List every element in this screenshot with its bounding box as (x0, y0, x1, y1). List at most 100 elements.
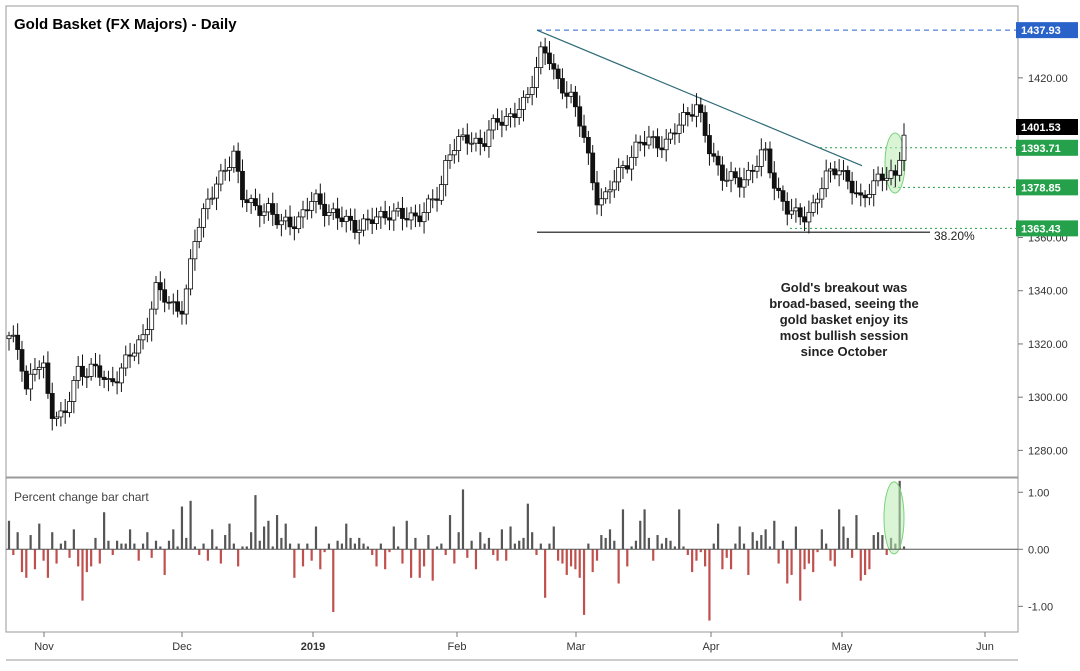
candle-body (348, 215, 353, 221)
date-tick-label: Feb (448, 641, 467, 653)
pct-bar (799, 549, 802, 601)
candle-body (438, 184, 444, 201)
candle-body (391, 210, 397, 221)
candle-body (642, 142, 647, 146)
candle-body (425, 198, 431, 213)
candle-body (175, 301, 181, 312)
candle-body (490, 118, 496, 131)
candle-body (382, 211, 388, 219)
pct-bar (812, 549, 815, 573)
price-label-box (1016, 22, 1078, 39)
pct-bar (712, 543, 715, 550)
candle-body (694, 104, 699, 117)
candle-body (93, 363, 98, 367)
candle-body (832, 168, 838, 176)
candle-body (676, 124, 682, 134)
candle-body (620, 165, 626, 168)
price-label: 1378.85 (1021, 182, 1061, 194)
pct-bar (51, 532, 54, 550)
candle-body (707, 135, 712, 155)
pct-bar (751, 532, 754, 550)
candle-body (196, 226, 202, 242)
candle-body (257, 205, 263, 216)
pct-bar (803, 549, 806, 570)
candle-body (67, 401, 72, 413)
candle-body (503, 116, 509, 126)
pct-bar (652, 549, 655, 561)
candle-body (845, 170, 851, 182)
pct-bar (474, 549, 478, 570)
pct-bar (479, 532, 482, 550)
pct-bar (734, 543, 737, 550)
candle-body (538, 46, 544, 69)
candle-body (162, 289, 168, 303)
candle-body (685, 112, 691, 116)
price-tick-label: 1420.00 (1028, 73, 1068, 85)
candle-body (715, 155, 721, 166)
pct-bar (833, 549, 836, 567)
candle-body (542, 46, 548, 54)
candle-body (750, 169, 756, 172)
price-tick-label: 1320.00 (1028, 339, 1068, 351)
pct-bar (349, 537, 352, 550)
candle-body (745, 169, 751, 181)
pct-bar (107, 540, 110, 550)
candle-body (477, 137, 483, 145)
candle-body (291, 226, 297, 230)
candle-body (296, 216, 302, 230)
pct-bar (228, 523, 231, 550)
pct-bar (392, 526, 395, 550)
pct-bar (33, 549, 37, 570)
candle-body (897, 159, 903, 176)
pct-bar (876, 532, 880, 550)
candle-body (871, 180, 877, 195)
pct-bar (561, 549, 564, 564)
candle-body (179, 310, 185, 315)
annotation: Gold's breakout was broad-based, seeing … (769, 280, 919, 359)
candle-body (529, 87, 535, 95)
pct-bar (211, 529, 214, 550)
candle-body (114, 381, 120, 384)
pct-bar (639, 520, 642, 550)
pct-bar (133, 543, 136, 550)
pct-bar (678, 509, 681, 550)
candle-body (780, 190, 786, 202)
pct-bar (682, 546, 685, 550)
pct-bar (617, 549, 620, 584)
pct-bar (224, 535, 227, 550)
pct-bar (842, 526, 845, 550)
pct-bar (288, 543, 292, 550)
pct-bar (881, 535, 884, 550)
candle-body (369, 219, 375, 224)
pct-bar (254, 495, 257, 550)
candle-body (166, 301, 172, 304)
pct-bar (440, 543, 443, 550)
pct-bar (902, 546, 906, 550)
candle-body (378, 211, 384, 218)
pct-bar (738, 526, 741, 550)
pct-bar (379, 543, 382, 550)
candle-body (209, 197, 215, 200)
candle-body (741, 179, 747, 188)
pct-bar (297, 543, 300, 550)
pct-bar (284, 523, 287, 550)
pct-bar (595, 549, 599, 561)
candle-body (728, 171, 734, 181)
candle-body (464, 134, 470, 144)
pct-bar (816, 549, 819, 553)
upper-panel-frame (5, 5, 1019, 478)
pct-bar (189, 500, 192, 550)
pct-bar (509, 526, 512, 550)
candle-body (222, 169, 228, 172)
pct-bar (829, 549, 832, 561)
candle-body (884, 177, 890, 181)
candle-body (447, 154, 453, 161)
pct-bar (185, 537, 188, 550)
pct-bar (12, 549, 15, 555)
date-tick-label: Nov (34, 641, 54, 653)
pct-bar (500, 529, 503, 550)
candle-body (140, 334, 146, 341)
pct-bar (340, 543, 344, 550)
pct-bar (418, 549, 421, 578)
